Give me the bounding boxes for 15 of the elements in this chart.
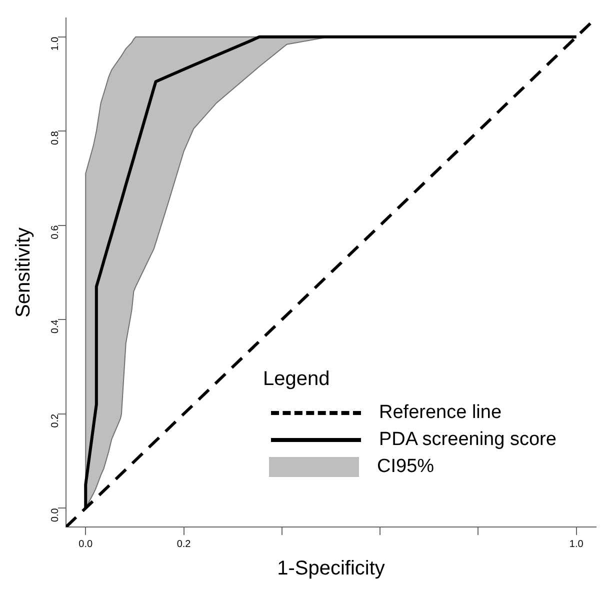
y-tick-label: 0.4: [50, 319, 61, 334]
legend-label: PDA screening score: [379, 428, 556, 450]
y-tick-label: 0.0: [50, 508, 61, 522]
annotation: CI95%: [377, 456, 434, 478]
y-tick-label: 0.6: [50, 224, 61, 240]
x-tick-label: 1.0: [569, 538, 584, 550]
x-tick-label: 0.0: [78, 538, 94, 550]
y-tick-label: 1.0: [50, 36, 61, 51]
x-tick-label: 0.2: [176, 538, 192, 550]
y-tick-label: 0.2: [50, 413, 61, 428]
x-axis-title: 1-Specificity: [277, 558, 385, 580]
y-tick-label: 0.8: [50, 130, 61, 146]
y-axis-title: Sensitivity: [12, 227, 35, 318]
legend-title: Legend: [263, 368, 331, 391]
legend-label: Reference line: [379, 402, 502, 424]
